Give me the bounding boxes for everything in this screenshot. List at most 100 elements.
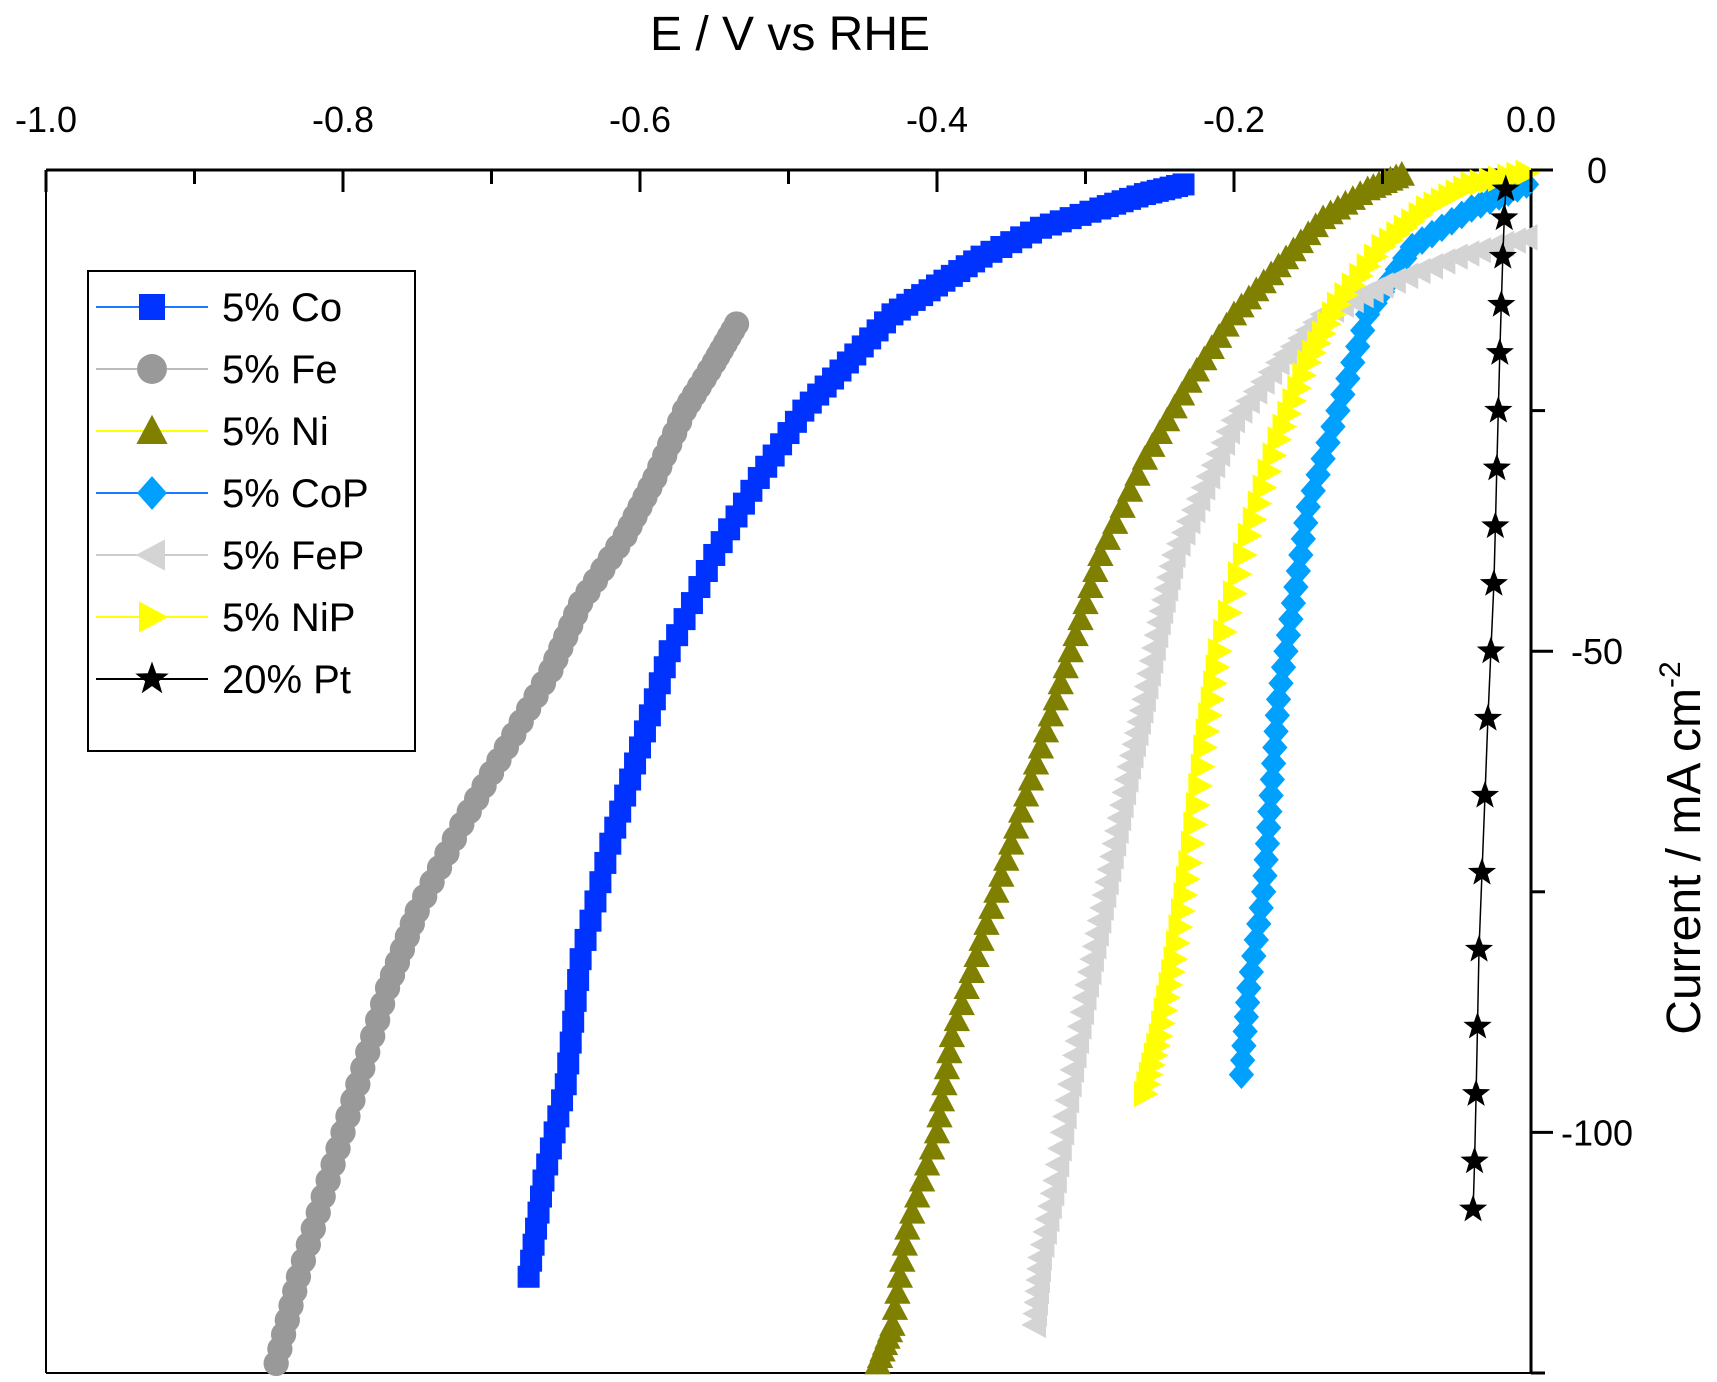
data-point <box>1330 380 1356 409</box>
data-point <box>1082 557 1109 582</box>
data-point <box>1228 1060 1255 1089</box>
legend: 5% Co 5% Fe 5% Ni 5% CoP 5% FeP 5% NiP 20% Pt <box>87 270 416 752</box>
legend-swatch-marker <box>139 294 165 320</box>
series-5pct-fep <box>1021 224 1538 1339</box>
data-point <box>1052 653 1079 679</box>
series-5pct-fe <box>263 311 750 1377</box>
data-point <box>1485 338 1514 365</box>
data-point <box>1243 925 1269 955</box>
data-point <box>1241 941 1267 971</box>
data-point <box>1335 364 1361 393</box>
data-point <box>943 1006 970 1032</box>
data-point <box>1223 580 1248 607</box>
series-5pct-cop <box>1228 170 1540 1089</box>
data-point <box>1476 636 1505 664</box>
data-point <box>1021 1311 1047 1339</box>
data-point <box>1190 753 1216 780</box>
data-point <box>1470 780 1500 808</box>
data-point <box>1166 929 1191 957</box>
data-point <box>589 871 612 894</box>
data-point <box>928 1086 956 1112</box>
data-point <box>1264 701 1290 730</box>
data-point <box>1259 765 1286 794</box>
data-point <box>1047 669 1074 695</box>
data-point <box>1278 604 1304 634</box>
data-point <box>1490 203 1519 231</box>
legend-item-5pct-ni: 5% Ni <box>96 410 329 454</box>
data-point <box>1305 460 1331 490</box>
data-point <box>579 909 602 932</box>
series-20pct-pt <box>1459 174 1520 1222</box>
data-point <box>886 1263 914 1288</box>
data-point <box>1461 1079 1491 1106</box>
data-point <box>1285 556 1311 586</box>
data-point <box>1213 618 1238 646</box>
series-5pct-co <box>517 173 1195 1288</box>
data-point <box>968 926 995 951</box>
legend-label: 5% Co <box>222 286 342 330</box>
data-point <box>1232 541 1258 569</box>
data-point <box>973 910 1000 935</box>
data-point <box>1067 605 1094 631</box>
data-point <box>1234 988 1261 1017</box>
data-point <box>1198 702 1223 729</box>
data-point <box>1180 830 1206 857</box>
data-point <box>1392 243 1418 273</box>
data-point <box>1236 973 1262 1003</box>
y-tick-label: 0 <box>1587 150 1607 191</box>
legend-label: 20% Pt <box>222 658 351 702</box>
legend-swatch-marker <box>137 476 167 510</box>
data-point <box>1449 200 1475 230</box>
data-point <box>1003 813 1030 839</box>
y-tick-label: -100 <box>1561 1112 1633 1153</box>
data-point <box>1273 636 1299 666</box>
data-point <box>569 948 592 971</box>
data-point <box>1237 522 1263 549</box>
data-point <box>1205 654 1231 681</box>
data-point <box>918 1134 946 1160</box>
data-point <box>1175 865 1201 893</box>
data-point <box>1293 508 1319 538</box>
legend-label: 5% NiP <box>222 596 355 640</box>
series-layer <box>263 159 1541 1377</box>
data-point <box>1203 670 1228 697</box>
data-point <box>1218 599 1243 626</box>
data-point <box>1300 476 1326 506</box>
data-point <box>948 990 975 1016</box>
x-tick-label: -0.4 <box>906 99 968 140</box>
data-point <box>983 878 1010 903</box>
data-point <box>1185 791 1211 819</box>
data-point <box>1252 474 1278 501</box>
legend-label: 5% FeP <box>222 534 364 578</box>
legend-swatch-marker <box>137 354 167 384</box>
x-tick-label: -0.6 <box>609 99 671 140</box>
data-point <box>1439 207 1465 236</box>
data-point <box>557 1052 580 1075</box>
data-point <box>1477 186 1503 215</box>
data-point <box>881 1295 909 1320</box>
legend-box <box>87 270 416 752</box>
ticks-layer: -1.0 -0.8 -0.6 -0.4 -0.2 0.0 0 -50 -100 <box>15 99 1633 1375</box>
data-point <box>958 958 985 983</box>
data-point <box>923 1118 951 1144</box>
y-axis-title-main: Current / mA cm <box>1658 688 1711 1035</box>
data-point <box>564 989 587 1012</box>
data-point <box>1481 511 1510 539</box>
data-point <box>931 1070 958 1096</box>
data-point <box>1265 685 1292 714</box>
x-tick-label: -0.8 <box>312 99 374 140</box>
data-point <box>891 1230 919 1256</box>
data-point <box>963 942 990 967</box>
data-point <box>1384 255 1410 284</box>
x-tick-label: -1.0 <box>15 99 77 140</box>
data-point <box>998 829 1025 855</box>
legend-label: 5% CoP <box>222 472 369 516</box>
data-point <box>988 862 1015 887</box>
data-point <box>1258 781 1284 810</box>
data-point <box>1077 573 1104 599</box>
data-point <box>1022 749 1050 775</box>
data-point <box>1484 395 1513 423</box>
data-point <box>908 1166 936 1192</box>
data-point <box>894 1214 921 1240</box>
